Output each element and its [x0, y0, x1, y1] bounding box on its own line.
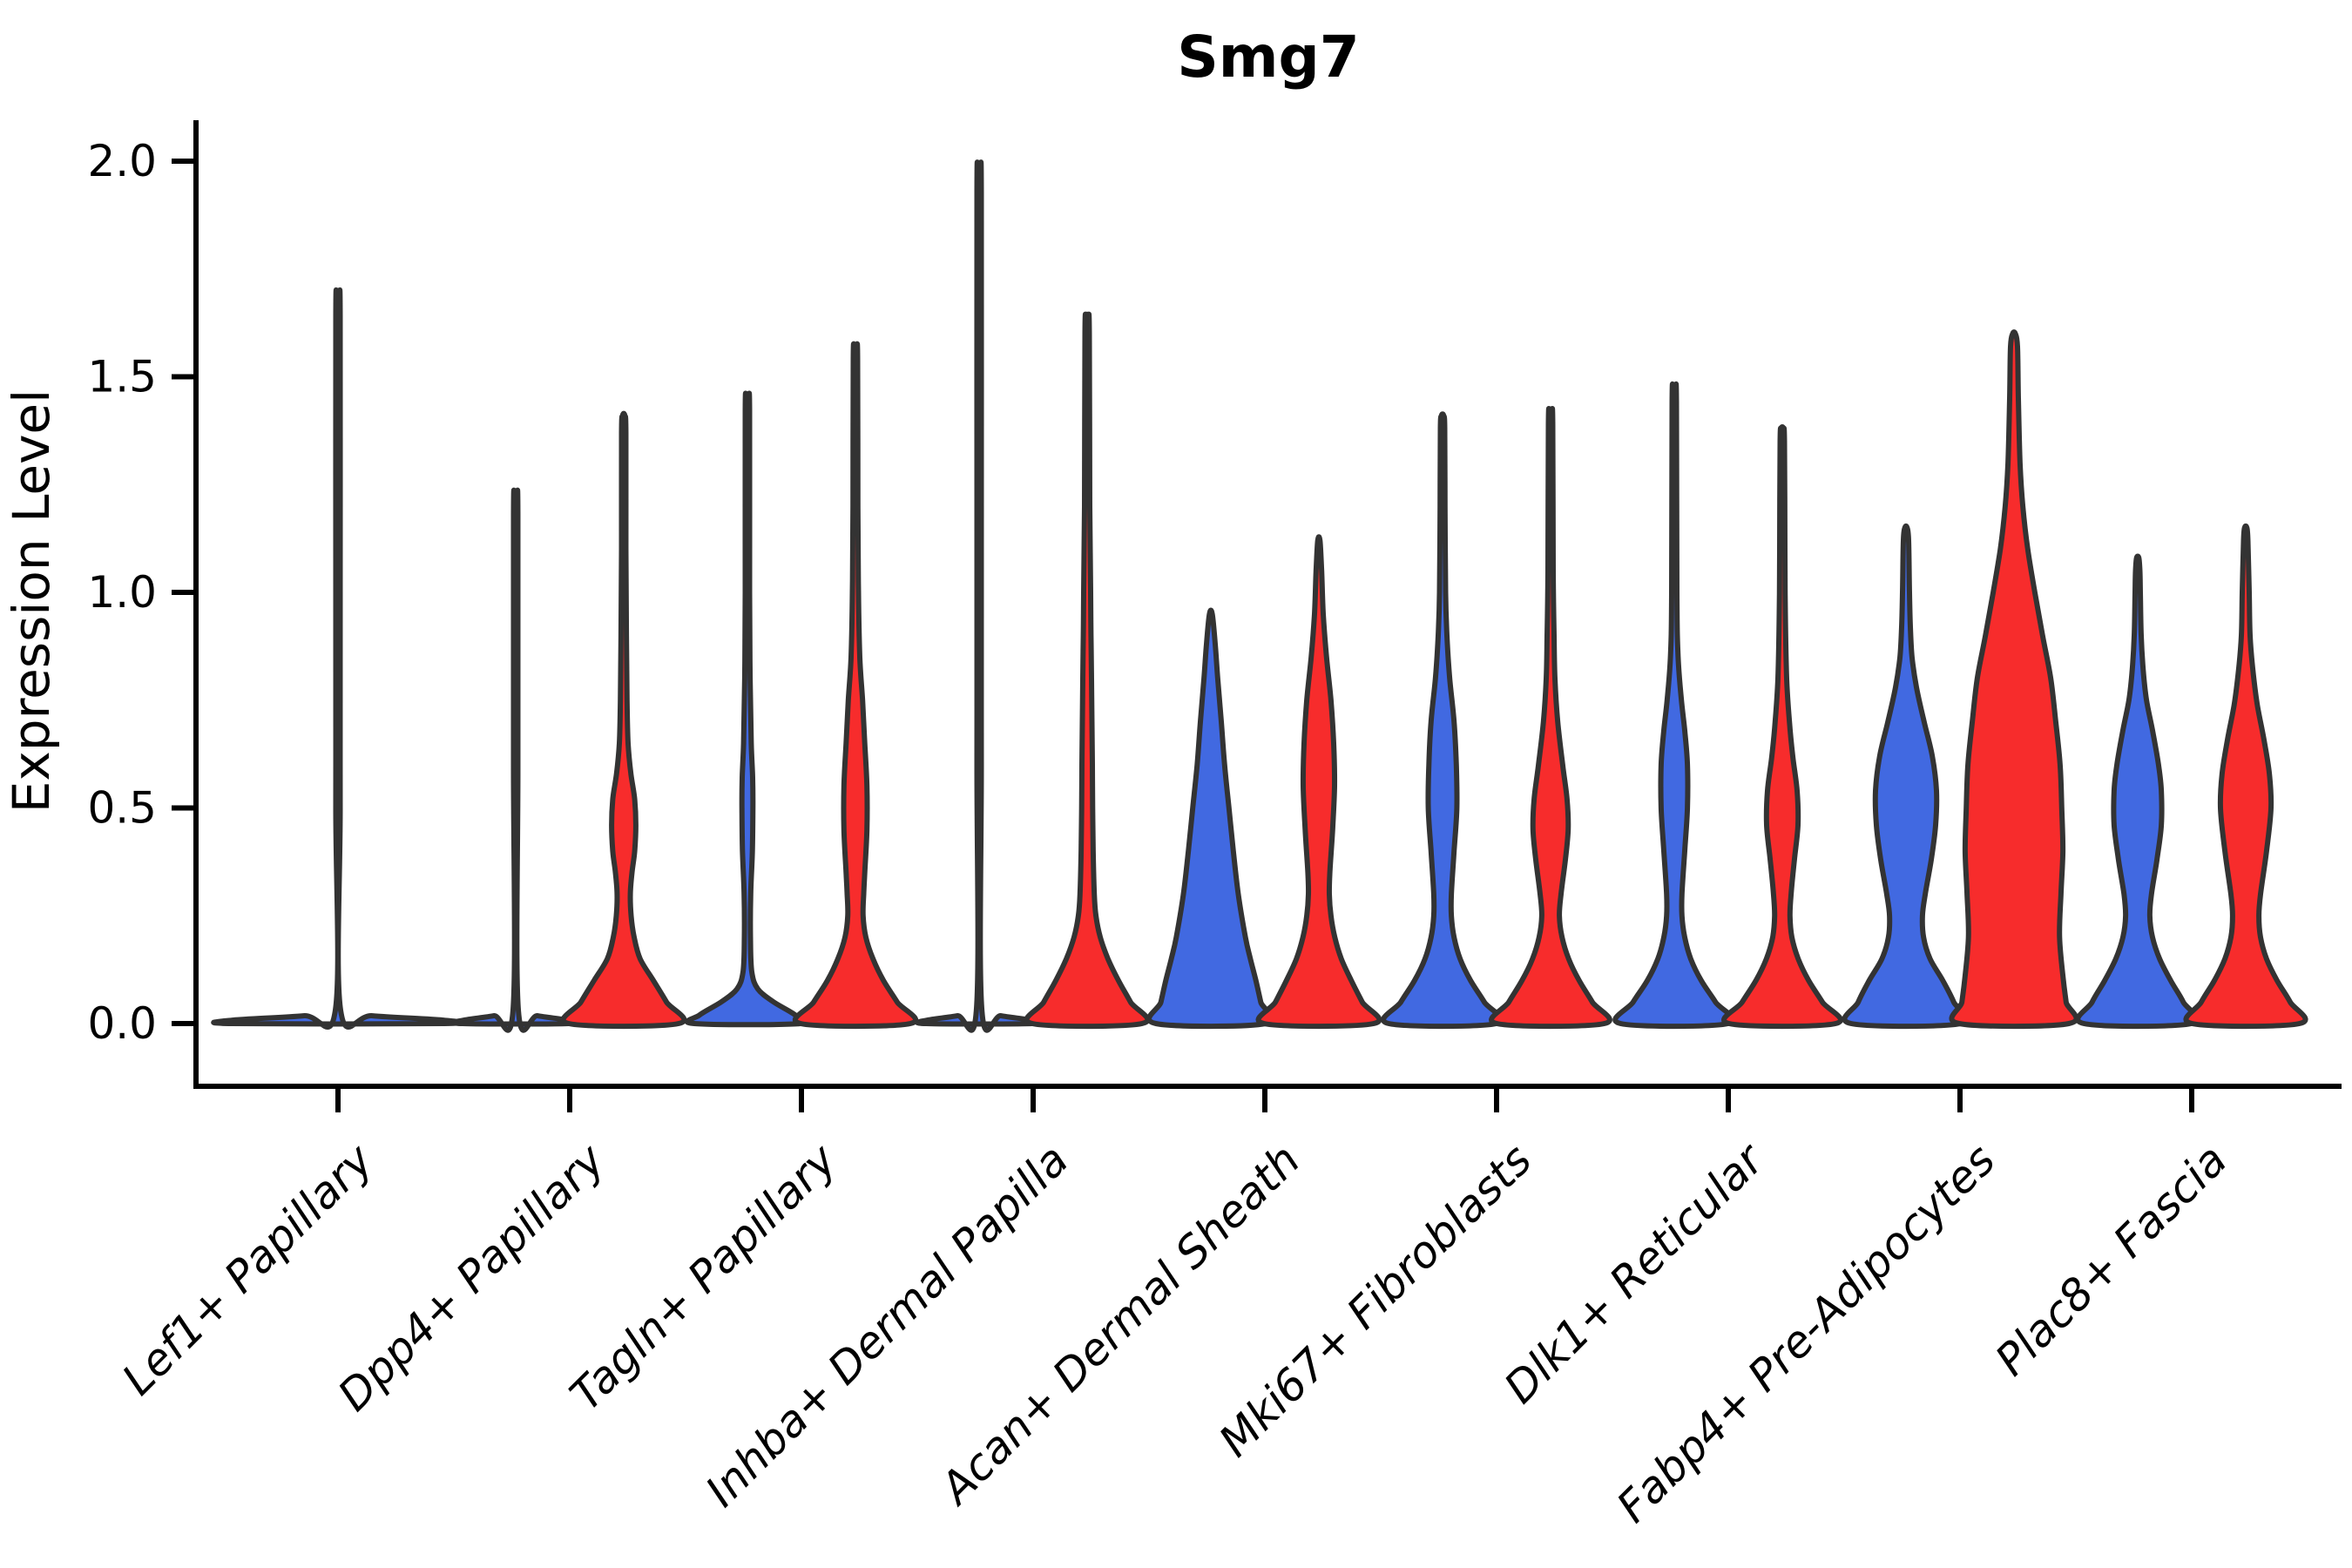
x-axis-label: Fabp4+ Pre-Adipocytes — [1607, 1134, 2005, 1532]
violin-7-red — [1720, 424, 1844, 1030]
y-axis-tick-label: 0.0 — [87, 998, 157, 1049]
x-axis-label: Lef1+ Papillary — [112, 1133, 383, 1404]
y-axis-tick-label: 1.0 — [87, 567, 157, 618]
violin-5-blue — [1146, 607, 1275, 1030]
y-axis-tick-label: 0.5 — [87, 783, 157, 834]
violin-4-red — [1024, 311, 1151, 1030]
violin-9-red — [2183, 524, 2308, 1030]
y-axis-label: Expression Level — [2, 389, 61, 813]
violin-7-blue — [1612, 381, 1736, 1030]
violin-5-red — [1255, 534, 1382, 1030]
violin-4-blue — [915, 159, 1044, 1033]
y-axis-tick-label: 2.0 — [87, 136, 157, 186]
violin-6-blue — [1381, 411, 1504, 1030]
violin-6-red — [1489, 406, 1612, 1030]
x-axis-label: Plac8+ Fascia — [1986, 1134, 2237, 1385]
violin-1-blue — [211, 287, 465, 1030]
violin-3-red — [792, 341, 919, 1030]
violin-2-red — [560, 410, 687, 1030]
violin-3-blue — [685, 390, 810, 1028]
violin-9-blue — [2075, 553, 2200, 1030]
violin-2-blue — [451, 487, 580, 1033]
violin-8-red — [1949, 329, 2079, 1030]
y-axis-tick-label: 1.5 — [87, 352, 157, 402]
violin-8-blue — [1842, 523, 1970, 1030]
plot-title: Smg7 — [1177, 24, 1359, 91]
